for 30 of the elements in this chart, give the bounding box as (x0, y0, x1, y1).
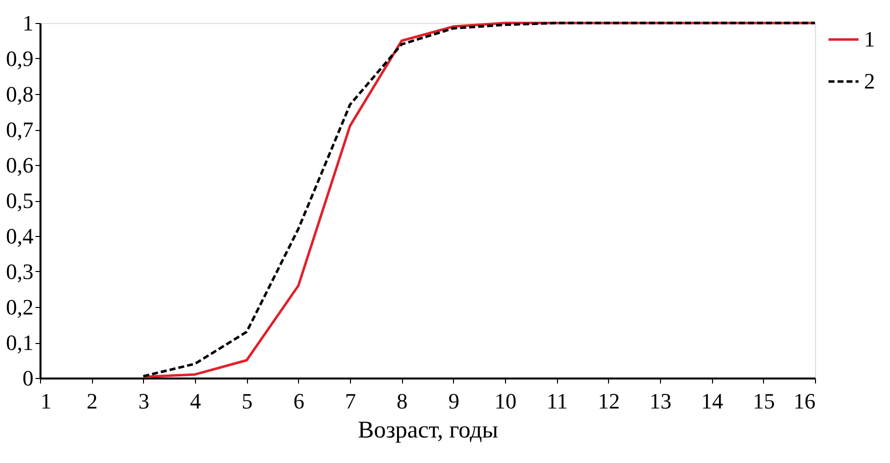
y-tick-label: 0,6 (6, 152, 34, 178)
x-tick-label: 7 (345, 388, 356, 414)
x-tick-label: 2 (86, 388, 98, 414)
y-tick-label: 0 (22, 366, 34, 390)
y-tick-label: 0,1 (6, 330, 34, 355)
y-tick-label: 0,8 (6, 82, 34, 106)
x-tick-label: 6 (293, 388, 304, 414)
x-tick-label: 16 (794, 388, 816, 414)
x-tick-label: 5 (242, 388, 253, 414)
legend-label: 2 (864, 68, 875, 94)
y-tick-label: 0,4 (6, 224, 34, 248)
x-tick-label: 14 (701, 388, 724, 414)
x-tick-label: 8 (396, 388, 408, 414)
x-tick-label: 11 (546, 388, 568, 414)
y-tick-label: 0,9 (6, 46, 34, 71)
x-tick-label: 10 (494, 388, 516, 414)
y-tick-label: 1 (22, 10, 34, 36)
y-tick-label: 0,2 (6, 294, 34, 320)
x-tick-label: 12 (598, 388, 620, 414)
x-tick-label: 13 (650, 388, 672, 414)
x-tick-label: 1 (40, 388, 52, 414)
legend-label: 1 (864, 26, 875, 52)
y-tick-label: 0,5 (6, 188, 34, 213)
x-tick-label: 15 (752, 388, 775, 414)
x-axis-title: Возраст, годы (358, 418, 498, 444)
x-tick-label: 9 (448, 388, 460, 414)
x-tick-label: 3 (138, 388, 150, 414)
y-tick-label: 0,3 (6, 259, 34, 284)
y-tick-label: 0,7 (6, 117, 34, 142)
x-tick-label: 4 (190, 388, 201, 414)
